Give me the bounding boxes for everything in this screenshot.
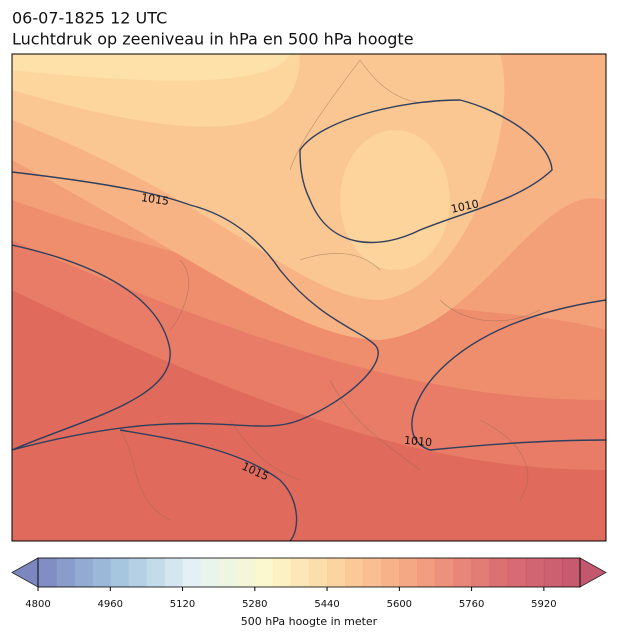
colorbar-level: [74, 558, 93, 587]
isobar-label: 1010: [404, 434, 433, 449]
colorbar-level: [525, 558, 545, 587]
colorbar-level: [327, 558, 346, 587]
colorbar-level: [345, 558, 364, 587]
colorbar-level: [507, 558, 527, 587]
height-band: [12, 54, 290, 81]
map: [12, 54, 606, 541]
colorbar-level: [309, 558, 328, 587]
isobar: [411, 299, 606, 451]
colorbar-extend: [579, 557, 607, 588]
colorbar-level: [164, 558, 184, 587]
colorbar-level: [272, 558, 292, 587]
colorbar-level: [38, 558, 57, 587]
isobar: [12, 244, 171, 451]
colorbar-level: [146, 558, 165, 587]
colorbar-level: [561, 558, 581, 587]
height-band: [340, 130, 450, 270]
colorbar-level: [218, 558, 238, 587]
tick-label: 4800: [25, 599, 50, 610]
colorbar-level: [489, 558, 509, 587]
isobar-label: 1015: [140, 191, 170, 208]
colorbar-level: [435, 558, 455, 587]
isobar: [119, 429, 298, 541]
colorbar-level: [543, 558, 563, 587]
tick-label: 5760: [459, 599, 484, 610]
colorbar-frame: [37, 557, 581, 588]
tick-label: 5600: [387, 599, 412, 610]
colorbar-level: [128, 558, 147, 587]
colorbar-level: [363, 558, 382, 587]
colorbar-level: [254, 558, 274, 587]
subtitle: Luchtdruk op zeeniveau in hPa en 500 hPa…: [12, 30, 414, 49]
title: 06-07-1825 12 UTC: [12, 9, 167, 28]
colorbar-level: [182, 558, 202, 587]
tick-label: 4960: [98, 599, 123, 610]
coastline: [119, 59, 541, 521]
colorbar-label: 500 hPa hoogte in meter: [241, 615, 378, 628]
colorbar: 4800 4960 5120 5280 5440 5600 5760 5920: [11, 557, 607, 610]
colorbar-level: [92, 558, 111, 587]
tick-label: 5920: [531, 599, 556, 610]
colorbar-level: [399, 558, 418, 587]
colorbar-level: [56, 558, 75, 587]
tick-label: 5120: [170, 599, 195, 610]
isobar: [12, 171, 379, 451]
colorbar-level: [381, 558, 400, 587]
colorbar-level: [290, 558, 310, 587]
colorbar-level: [110, 558, 129, 587]
colorbar-level: [471, 558, 491, 587]
tick-label: 5280: [242, 599, 267, 610]
colorbar-level: [200, 558, 220, 587]
colorbar-level: [236, 558, 256, 587]
map-frame: [11, 53, 607, 542]
colorbar-level: [453, 558, 473, 587]
colorbar-extend: [11, 557, 39, 588]
isobar: [299, 99, 553, 244]
isobar-label: 1010: [450, 197, 480, 216]
colorbar-level: [417, 558, 436, 587]
tick-label: 5440: [314, 599, 339, 610]
